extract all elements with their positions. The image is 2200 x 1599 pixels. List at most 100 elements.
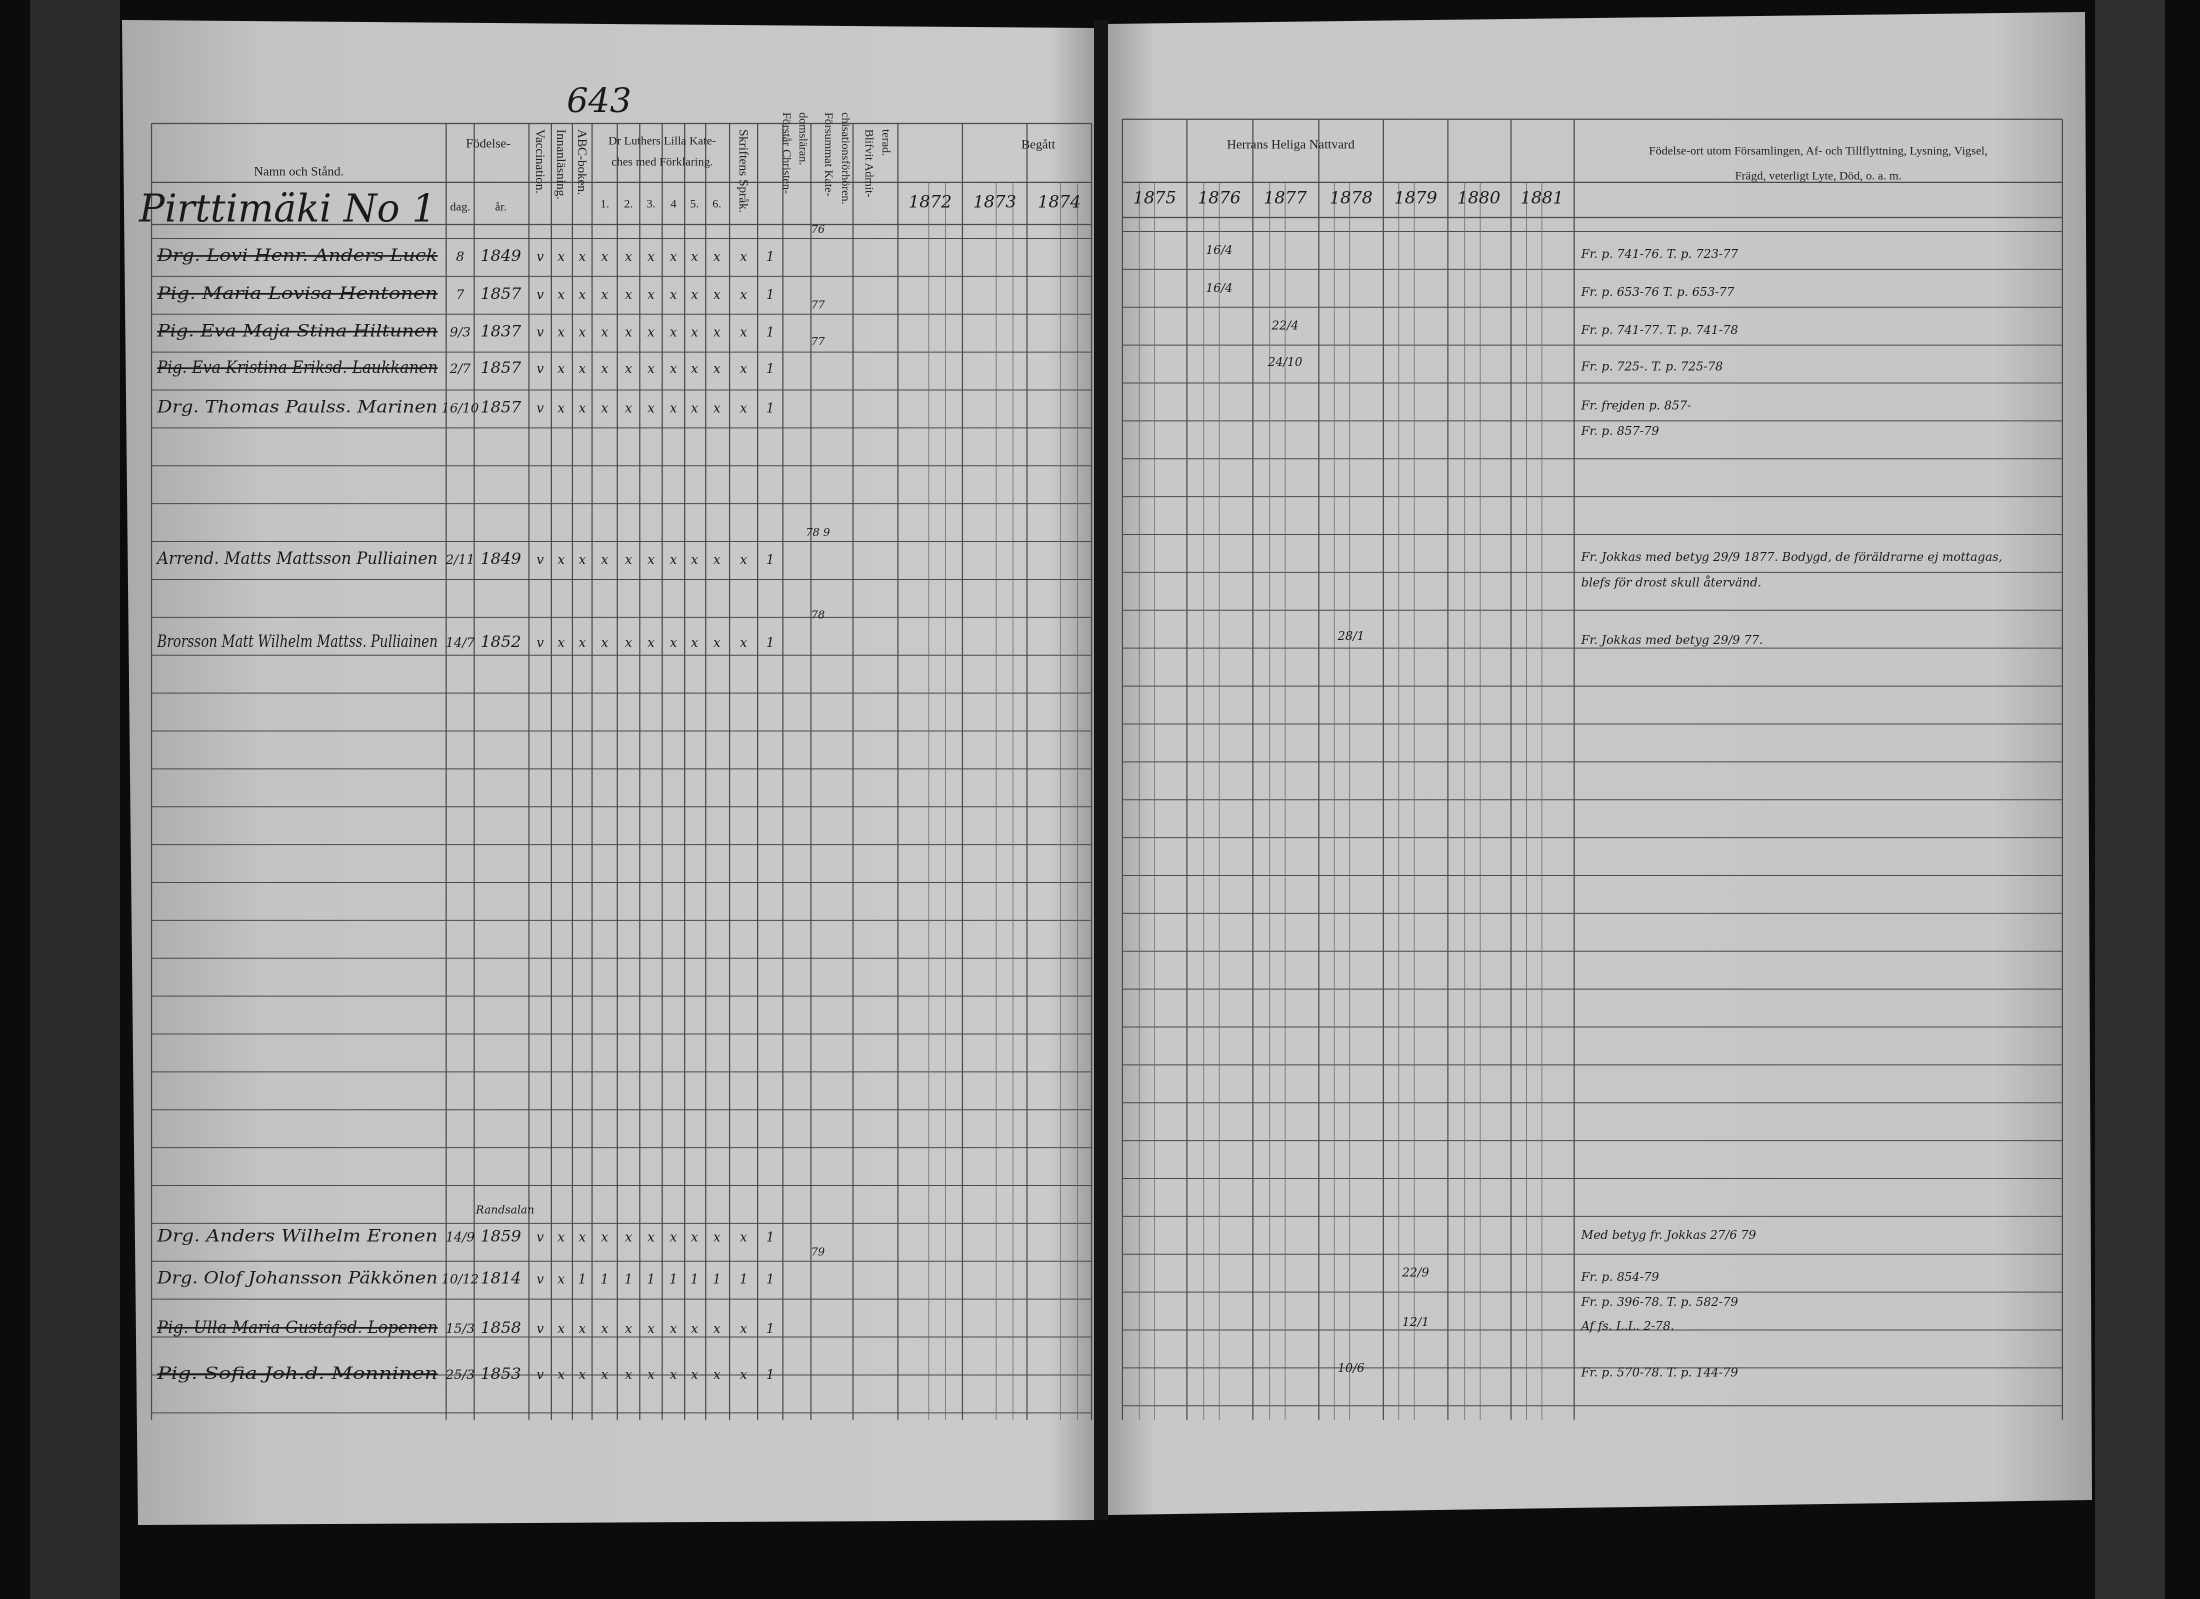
header: ches med Förklaring. [611, 155, 713, 169]
missed-note: 77 [811, 299, 825, 312]
header: Förstår Christen- [780, 112, 794, 194]
header: 5. [690, 197, 699, 211]
header: 1. [600, 197, 609, 211]
communion-date: 10/6 [1338, 1361, 1365, 1375]
mark: x [601, 1322, 609, 1337]
mark: 1 [766, 250, 774, 265]
mark: x [670, 288, 678, 303]
communion-date: 16/4 [1206, 281, 1233, 295]
mark: x [579, 250, 587, 265]
communion-date: 12/1 [1402, 1315, 1429, 1329]
year-header: 1872 [909, 193, 952, 213]
mark: 1 [766, 1322, 774, 1337]
mark: x [740, 636, 748, 651]
header: 6. [712, 197, 721, 211]
mark: x [625, 326, 633, 341]
communion-date: 22/9 [1401, 1266, 1429, 1280]
birth-year: 1857 [481, 358, 523, 377]
mark: x [558, 1273, 566, 1288]
mark: x [691, 288, 699, 303]
mark: x [579, 362, 587, 377]
remark-note: Med betyg fr. Jokkas 27/6 79 [1580, 1228, 1756, 1242]
mark: 1 [766, 553, 774, 568]
remark-note: Fr. p. 741-76. T. p. 723-77 [1580, 247, 1738, 261]
person-name: Pig. Sofia Joh.d. Monninen [156, 1364, 438, 1384]
mark: 1 [690, 1273, 698, 1288]
mark: 1 [766, 636, 774, 651]
birth-day: 25/3 [445, 1368, 475, 1383]
mark: x [601, 636, 609, 651]
mark: x [740, 288, 748, 303]
header: Vaccination. [533, 129, 548, 194]
remark-note: Fr. p. 653-76 T. p. 653-77 [1580, 285, 1735, 299]
mark: x [601, 288, 609, 303]
birth-day: 10/12 [441, 1273, 478, 1288]
text: 643 Namn och Stånd. Födelse-dag. år. Vaccina… [138, 81, 2002, 1384]
mark: x [647, 250, 655, 265]
left-page [122, 20, 1098, 1525]
person-name: Drg. Anders Wilhelm Eronen [156, 1227, 438, 1247]
mark: x [713, 553, 721, 568]
mark: v [536, 362, 544, 377]
birth-day: 7 [456, 288, 465, 303]
mark: v [536, 1322, 544, 1337]
mark: x [691, 1368, 699, 1383]
mark: x [670, 1322, 678, 1337]
mark: x [579, 1368, 587, 1383]
village-name: Pirttimäki No 1 [138, 187, 436, 231]
header: Begått [1021, 137, 1055, 152]
mark: 1 [766, 288, 774, 303]
mark: x [670, 362, 678, 377]
header: år. [495, 199, 507, 213]
mark: 1 [647, 1273, 655, 1288]
mark: x [579, 326, 587, 341]
header: 2. [624, 197, 633, 211]
mark: x [647, 362, 655, 377]
year-header: 1875 [1133, 188, 1176, 208]
birth-day: 2/11 [445, 553, 475, 568]
mark: x [558, 288, 566, 303]
birth-year: 1849 [481, 549, 522, 568]
mark: x [713, 288, 721, 303]
mark: x [740, 250, 748, 265]
communion-date: 22/4 [1271, 319, 1299, 333]
header: terad. [879, 129, 893, 156]
mark: 1 [766, 401, 774, 416]
page-number: 643 [567, 81, 632, 121]
mark: x [713, 1231, 721, 1246]
mark: 1 [624, 1273, 632, 1288]
year-header: 1881 [1520, 188, 1563, 208]
mark: v [536, 553, 544, 568]
mark: 1 [713, 1273, 721, 1288]
person-name: Drg. Thomas Paulss. Marinen [156, 397, 438, 417]
person-name: Pig. Ulla Maria Gustafsd. Lopenen [156, 1318, 438, 1338]
year-header: 1877 [1264, 188, 1307, 208]
person-name: Drg. Olof Johansson Päkkönen [156, 1269, 438, 1289]
mark: x [579, 288, 587, 303]
birth-year: 1857 [481, 284, 523, 303]
birth-year: 1814 [481, 1269, 522, 1288]
mark: x [558, 636, 566, 651]
person-name: Drg. Lovi Henr. Anders Luck [156, 246, 438, 266]
mark: x [558, 362, 566, 377]
missed-note: 79 [811, 1246, 825, 1259]
mark: v [536, 288, 544, 303]
header: Namn och Stånd. [254, 163, 344, 178]
mark: x [713, 636, 721, 651]
mark: x [647, 1368, 655, 1383]
mark: 1 [766, 1368, 774, 1383]
mark: x [558, 553, 566, 568]
year-header: 1880 [1457, 188, 1500, 208]
mark: x [625, 250, 633, 265]
mark: x [670, 326, 678, 341]
mark: x [625, 288, 633, 303]
gutter [1094, 20, 1108, 1520]
mark: x [579, 401, 587, 416]
mark: x [670, 401, 678, 416]
mark: v [536, 636, 544, 651]
mark: x [647, 1231, 655, 1246]
communion-date: 24/10 [1267, 355, 1303, 369]
year-header: 1879 [1394, 188, 1437, 208]
mark: x [740, 326, 748, 341]
year-note: Randsalan [475, 1204, 535, 1217]
